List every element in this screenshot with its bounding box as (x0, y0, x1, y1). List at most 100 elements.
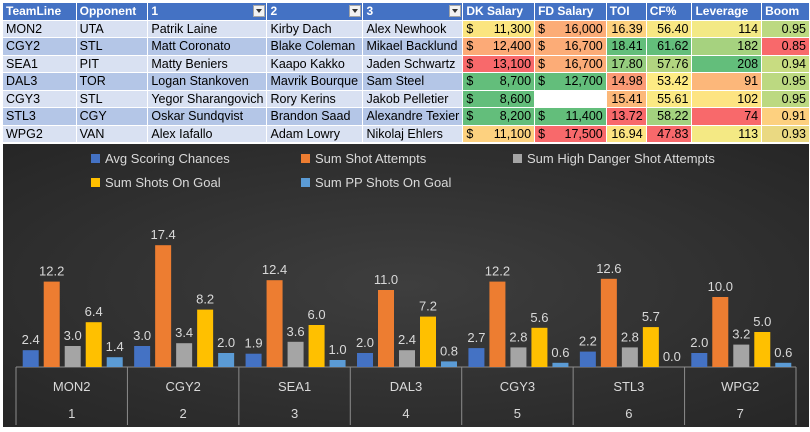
table-cell[interactable]: Rory Kerins (266, 89, 364, 108)
table-cell[interactable]: Alex Iafallo (147, 124, 268, 143)
stat-cell[interactable]: 113 (691, 124, 763, 143)
stat-cell[interactable]: 102 (691, 89, 763, 108)
table-cell[interactable]: Brandon Saad (266, 107, 364, 126)
column-header[interactable]: TOI (605, 2, 647, 21)
bar-dal3-series-1 (357, 353, 373, 367)
salary-cell[interactable]: $11,300 (462, 19, 536, 38)
data-label: 3.4 (175, 325, 193, 340)
column-header[interactable]: Boom (761, 2, 810, 21)
stat-cell[interactable]: 182 (691, 37, 763, 56)
table-cell[interactable]: CGY2 (2, 37, 77, 56)
salary-cell[interactable]: $16,700 (534, 37, 607, 56)
stat-cell[interactable]: 16.39 (605, 19, 647, 38)
table-cell[interactable]: Mikael Backlund (362, 37, 464, 56)
table-cell[interactable]: Alex Newhook (362, 19, 464, 38)
table-cell[interactable]: Nikolaj Ehlers (362, 124, 464, 143)
table-cell[interactable]: MON2 (2, 19, 77, 38)
table-cell[interactable]: PIT (75, 54, 149, 73)
table-cell[interactable]: CGY3 (2, 89, 77, 108)
table-cell[interactable]: DAL3 (2, 72, 77, 91)
stat-cell[interactable]: 58.22 (645, 107, 693, 126)
stat-cell[interactable]: 208 (691, 54, 763, 73)
stat-cell[interactable]: 17.80 (605, 54, 647, 73)
salary-cell[interactable]: $8,700 (462, 72, 536, 91)
column-header[interactable]: TeamLine (2, 2, 77, 21)
stat-cell[interactable]: 16.94 (605, 124, 647, 143)
table-cell[interactable]: STL3 (2, 107, 77, 126)
table-cell[interactable]: Patrik Laine (147, 19, 268, 38)
stat-cell[interactable]: 114 (691, 19, 763, 38)
table-cell[interactable]: UTA (75, 19, 149, 38)
table-cell[interactable]: Kaapo Kakko (266, 54, 364, 73)
table-cell[interactable]: Mavrik Bourque (266, 72, 364, 91)
stat-cell[interactable]: 0.95 (761, 89, 810, 108)
stat-cell[interactable]: 14.98 (605, 72, 647, 91)
table-cell[interactable]: STL (75, 89, 149, 108)
salary-cell[interactable]: $16,000 (534, 19, 607, 38)
table-cell[interactable]: Logan Stankoven (147, 72, 268, 91)
table-cell[interactable]: CGY (75, 107, 149, 126)
salary-cell[interactable]: $8,200 (462, 107, 536, 126)
filter-dropdown-icon[interactable] (449, 5, 462, 17)
table-cell[interactable]: VAN (75, 124, 149, 143)
table-cell[interactable]: Adam Lowry (266, 124, 364, 143)
table-cell[interactable]: Matt Coronato (147, 37, 268, 56)
stat-cell[interactable]: 47.83 (645, 124, 693, 143)
stat-cell[interactable]: 0.93 (761, 124, 810, 143)
stat-cell[interactable]: 0.94 (761, 54, 810, 73)
column-header[interactable]: Leverage (691, 2, 763, 21)
salary-cell[interactable]: $8,600 (462, 89, 536, 108)
column-header[interactable]: 3 (362, 2, 464, 21)
stat-cell[interactable]: 61.62 (645, 37, 693, 56)
column-header[interactable]: DK Salary (462, 2, 536, 21)
table-cell[interactable]: WPG2 (2, 124, 77, 143)
bar-wpg2-series-4 (754, 332, 771, 367)
data-label: 3.2 (732, 327, 750, 342)
stat-cell[interactable]: 15.41 (605, 89, 647, 108)
column-header[interactable]: 2 (266, 2, 364, 21)
salary-cell[interactable]: $13,100 (462, 54, 536, 73)
stat-cell[interactable]: 91 (691, 72, 763, 91)
column-header[interactable]: Opponent (75, 2, 149, 21)
bar-mon2-series-4 (85, 322, 102, 367)
table-cell[interactable]: Blake Coleman (266, 37, 364, 56)
salary-cell[interactable]: $12,400 (462, 37, 536, 56)
stat-cell[interactable]: 18.41 (605, 37, 647, 56)
table-cell[interactable]: Alexandre Texier (362, 107, 464, 126)
stat-cell[interactable]: 0.91 (761, 107, 810, 126)
filter-dropdown-icon[interactable] (253, 5, 266, 17)
currency-symbol: $ (538, 21, 546, 36)
stat-cell[interactable]: 0.95 (761, 72, 810, 91)
salary-cell[interactable]: $17,500 (534, 124, 607, 143)
salary-cell[interactable]: $11,400 (534, 107, 607, 126)
salary-cell[interactable]: $16,700 (534, 54, 607, 73)
salary-cell[interactable]: $12,700 (534, 72, 607, 91)
table-cell[interactable]: STL (75, 37, 149, 56)
table-cell[interactable]: SEA1 (2, 54, 77, 73)
stat-cell[interactable]: 57.76 (645, 54, 693, 73)
table-cell[interactable]: Jakob Pelletier (362, 89, 464, 108)
stat-cell[interactable]: 0.95 (761, 19, 810, 38)
column-header[interactable]: CF% (645, 2, 693, 21)
stat-cell[interactable]: 74 (691, 107, 763, 126)
bar-cgy3-series-1 (468, 348, 485, 367)
stat-cell[interactable]: 13.72 (605, 107, 647, 126)
bar-wpg2-series-2 (712, 297, 729, 367)
salary-cell[interactable]: $11,100 (462, 124, 536, 143)
table-cell[interactable]: Sam Steel (362, 72, 464, 91)
table-cell[interactable]: Kirby Dach (266, 19, 364, 38)
stat-cell[interactable]: 0.85 (761, 37, 810, 56)
salary-cell[interactable] (534, 89, 607, 108)
table-cell[interactable]: Matty Beniers (147, 54, 268, 73)
table-cell[interactable]: TOR (75, 72, 149, 91)
table-cell[interactable]: Oskar Sundqvist (147, 107, 268, 126)
table-cell[interactable]: Jaden Schwartz (362, 54, 464, 73)
table-cell[interactable]: Yegor Sharangovich (147, 89, 268, 108)
column-header[interactable]: FD Salary (534, 2, 607, 21)
stat-cell[interactable]: 55.61 (645, 89, 693, 108)
legend-label: Sum High Danger Shot Attempts (527, 151, 715, 166)
column-header[interactable]: 1 (147, 2, 268, 21)
stat-cell[interactable]: 53.42 (645, 72, 693, 91)
stat-cell[interactable]: 56.40 (645, 19, 693, 38)
filter-dropdown-icon[interactable] (349, 5, 362, 17)
